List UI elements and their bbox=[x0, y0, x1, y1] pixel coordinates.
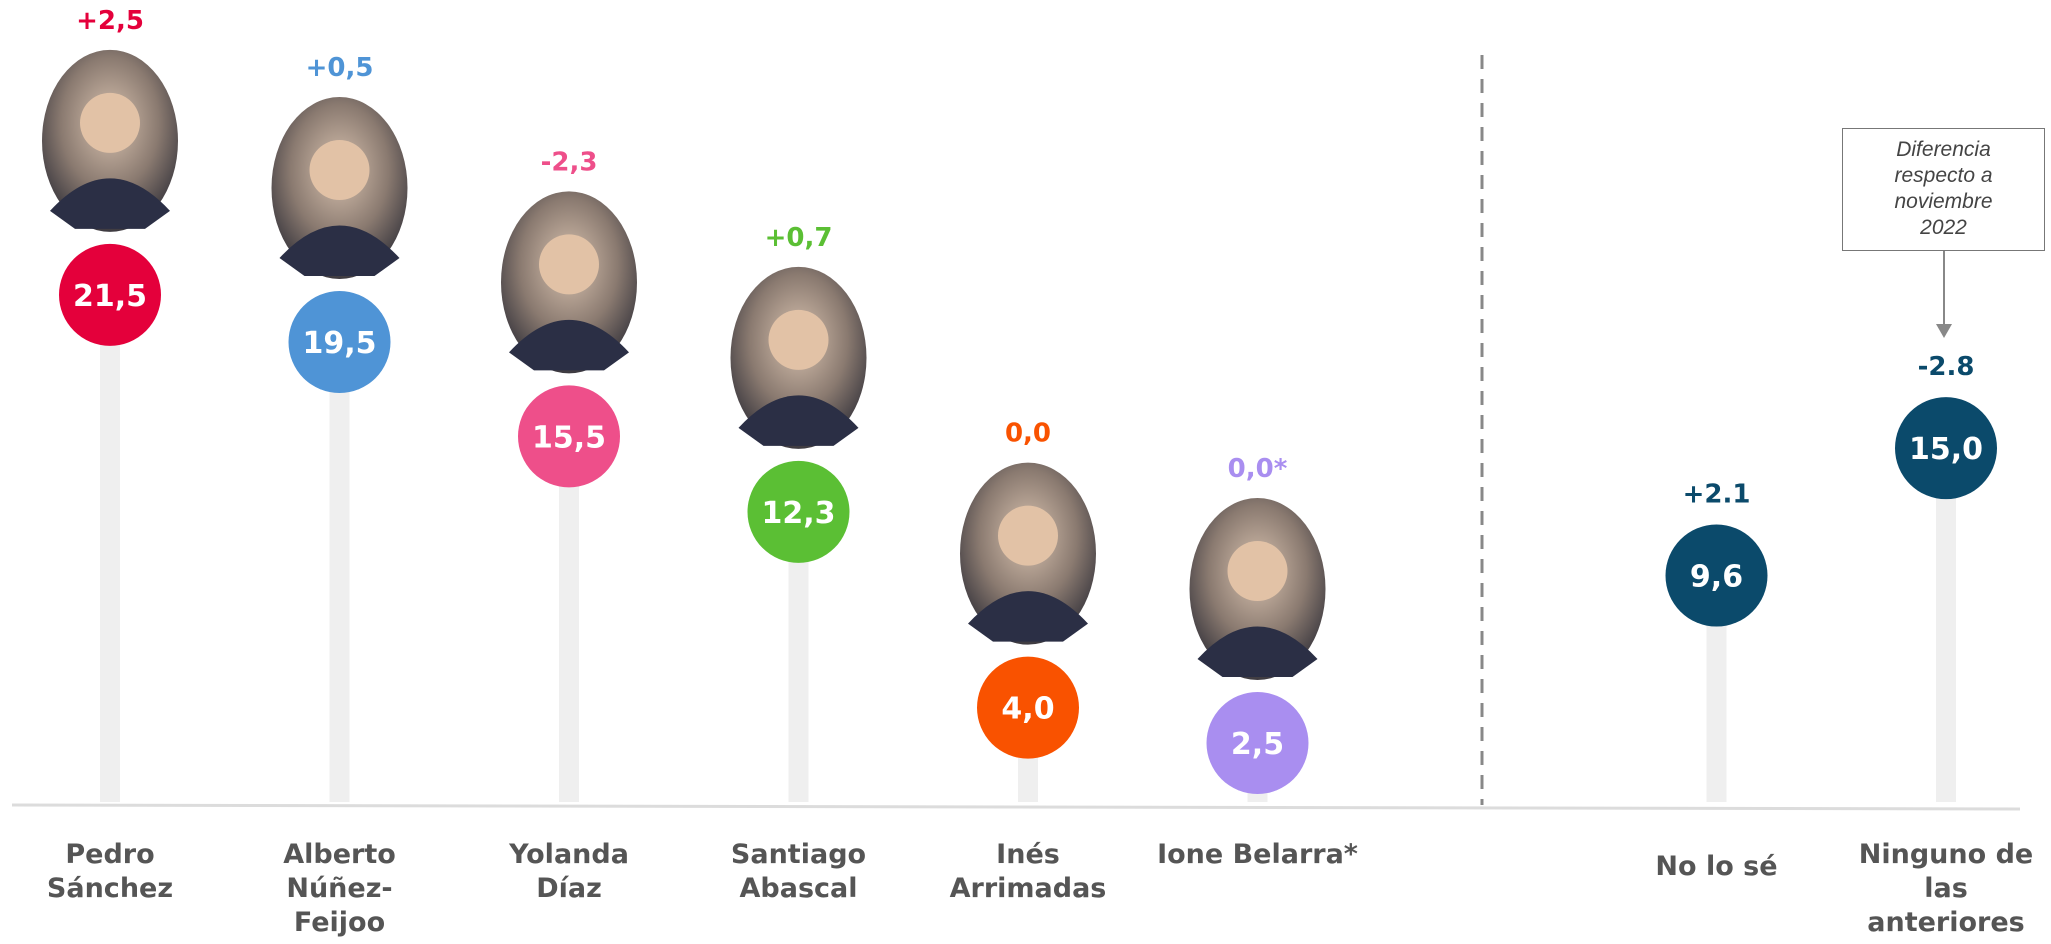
value-label: 15,0 bbox=[1909, 432, 1983, 467]
arrow-head bbox=[1936, 324, 1952, 338]
photo-head bbox=[998, 506, 1058, 566]
photo-head bbox=[769, 310, 829, 370]
change-label: +2,5 bbox=[76, 6, 144, 36]
value-label: 19,5 bbox=[302, 326, 376, 361]
change-label: +0,7 bbox=[765, 223, 833, 253]
category-label: Alberto Núñez- Feijoo bbox=[220, 838, 460, 940]
annotation: Diferencia respecto a noviembre 2022 bbox=[1842, 128, 2045, 251]
value-label: 4,0 bbox=[1001, 692, 1054, 727]
change-label: +0,5 bbox=[306, 53, 374, 83]
category-label: Pedro Sánchez bbox=[0, 838, 230, 906]
change-label: 0,0 bbox=[1005, 419, 1051, 449]
baseline bbox=[12, 805, 2020, 809]
category-label: Yolanda Díaz bbox=[449, 838, 689, 906]
photo-head bbox=[539, 234, 599, 294]
value-label: 2,5 bbox=[1231, 727, 1284, 762]
page: {"chart_data": {"type": "lollipop", "cat… bbox=[0, 0, 2051, 944]
chart: 21,5 +2,5 19,5 +0,5 15,5 -2,3 12,3 +0,7 4,0 0,0 2,… bbox=[0, 0, 2051, 944]
photo-head bbox=[310, 140, 370, 200]
category-label: Ninguno de las anteriores bbox=[1826, 838, 2051, 940]
value-label: 9,6 bbox=[1690, 560, 1743, 595]
change-label: +2.1 bbox=[1683, 480, 1751, 510]
value-label: 15,5 bbox=[532, 420, 606, 455]
value-label: 21,5 bbox=[73, 279, 147, 314]
photo-head bbox=[1228, 541, 1288, 601]
category-label: No lo sé bbox=[1597, 850, 1837, 884]
change-label: -2.8 bbox=[1918, 352, 1975, 382]
change-label: -2,3 bbox=[541, 147, 598, 177]
category-label: Inés Arrimadas bbox=[908, 838, 1148, 906]
category-label: Ione Belarra* bbox=[1138, 838, 1378, 872]
photo-head bbox=[80, 93, 140, 153]
value-label: 12,3 bbox=[761, 496, 835, 531]
category-label: Santiago Abascal bbox=[679, 838, 919, 906]
change-label: 0,0* bbox=[1228, 454, 1288, 484]
